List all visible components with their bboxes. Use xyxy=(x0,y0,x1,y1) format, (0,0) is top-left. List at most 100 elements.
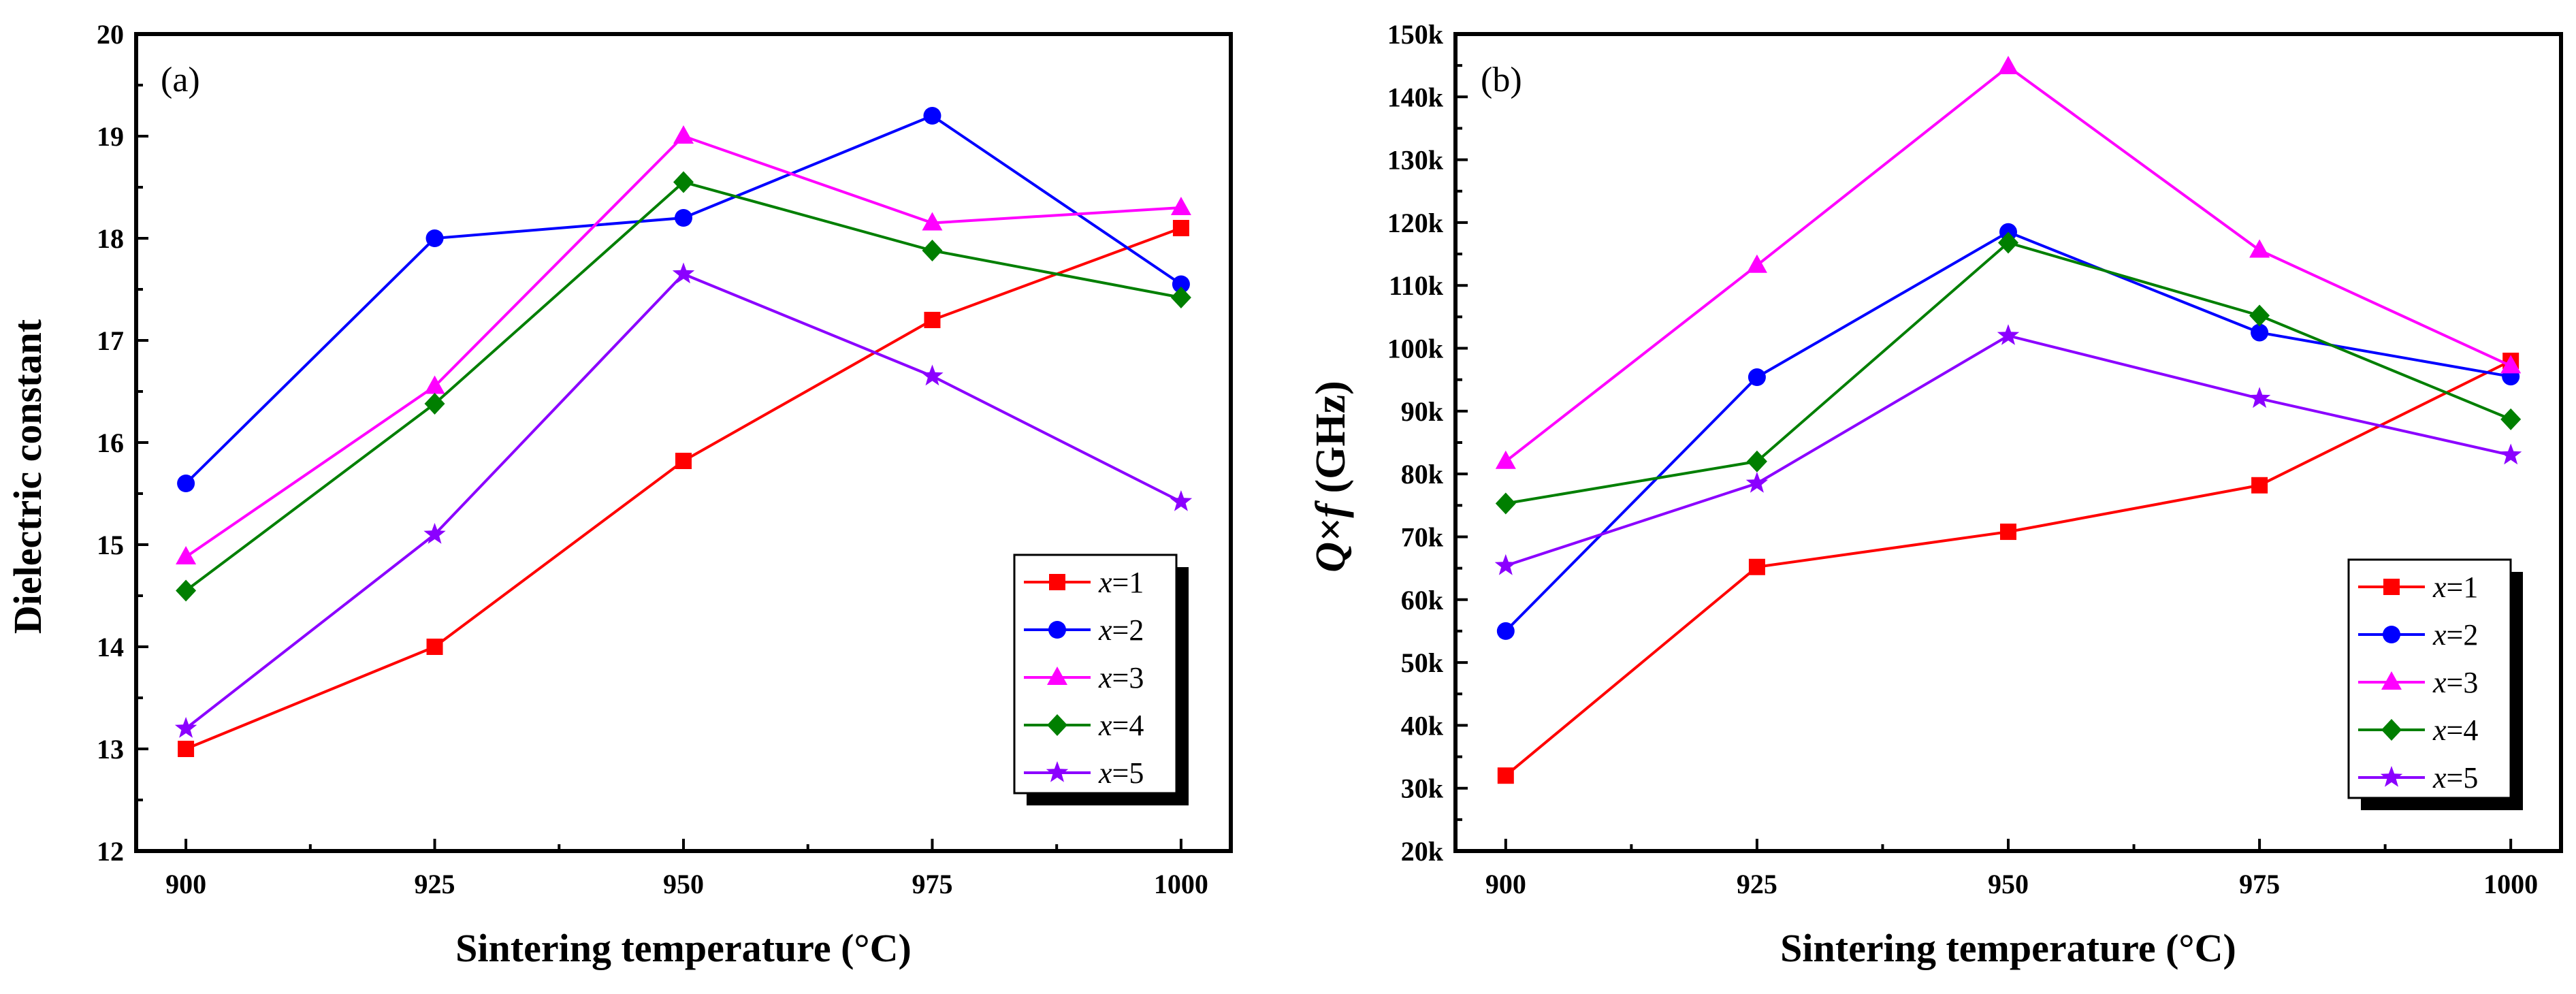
data-point xyxy=(1998,56,2018,74)
legend-var: x xyxy=(1098,613,1112,647)
y-tick-label: 13 xyxy=(97,734,124,765)
legend-var: x xyxy=(2432,714,2447,747)
y-axis-label: Q×f (GHz) xyxy=(1308,381,1354,573)
x-tick-label: 1000 xyxy=(1154,869,1208,899)
y-tick-label: 100k xyxy=(1387,334,1444,364)
data-point xyxy=(2500,355,2522,374)
data-point xyxy=(2000,524,2016,541)
series-line xyxy=(184,180,1182,592)
data-point xyxy=(425,229,444,247)
legend-marker xyxy=(2380,766,2403,787)
y-tick-label: 40k xyxy=(1401,710,1444,741)
data-point xyxy=(1745,472,1769,493)
y-tick-label: 70k xyxy=(1401,522,1444,552)
data-point xyxy=(2249,239,2270,258)
legend-label: x=2 xyxy=(2432,618,2478,652)
legend-var: x xyxy=(2432,761,2447,795)
legend-eq: =2 xyxy=(1112,613,1144,647)
legend-var: x xyxy=(1098,756,1112,790)
data-point xyxy=(672,262,695,284)
legend-var: x xyxy=(1098,566,1112,599)
data-point xyxy=(2251,477,2268,494)
data-point xyxy=(1997,324,2020,345)
data-point xyxy=(2249,304,2270,327)
series-line xyxy=(184,114,1182,485)
legend-eq: =1 xyxy=(2447,571,2479,604)
legend: x=1x=2x=3x=4x=5 xyxy=(1013,554,1189,805)
data-point xyxy=(1170,197,1191,215)
chart-panel-1: 12 13 14 15 16 17 18 19 20 900 925 950 975 1000 Sinter… xyxy=(5,19,1233,970)
y-tick-label: 50k xyxy=(1401,647,1444,678)
legend-marker xyxy=(2381,719,2402,741)
data-point xyxy=(922,240,943,261)
y-axis-label: Dielectric constant xyxy=(5,319,50,634)
legend-eq: =4 xyxy=(1112,709,1144,742)
legend-marker xyxy=(1048,621,1066,639)
legend-eq: =3 xyxy=(2447,666,2479,699)
data-point xyxy=(1746,450,1767,472)
data-point xyxy=(426,639,443,655)
data-point xyxy=(922,212,943,231)
legend: x=1x=2x=3x=4x=5 xyxy=(2347,558,2523,810)
y-tick-label: 90k xyxy=(1401,396,1444,427)
y-tick-label: 110k xyxy=(1389,270,1444,301)
series-x=3 xyxy=(176,125,1191,564)
y-tick-label: 14 xyxy=(97,632,124,662)
y-tick-label: 15 xyxy=(97,530,124,560)
chart-panel-2: 20k 30k 40k 50k 60k 70k 80k 90k 100k 110k 120k 130k… xyxy=(1308,19,2563,970)
series-x=3 xyxy=(1495,56,2522,469)
y-tick-label: 140k xyxy=(1387,82,1444,112)
x-tick-label: 1000 xyxy=(2483,869,2538,899)
panel-label: (a) xyxy=(161,61,200,99)
data-point xyxy=(1748,558,1765,575)
legend-eq: =4 xyxy=(2447,714,2479,747)
data-point xyxy=(423,523,446,544)
y-tick-label: 60k xyxy=(1401,585,1444,615)
data-point xyxy=(2500,408,2522,430)
data-point xyxy=(174,717,197,738)
legend-var: x xyxy=(2432,618,2447,652)
data-point xyxy=(923,107,941,125)
legend-marker xyxy=(1047,714,1067,736)
x-tick-label: 925 xyxy=(1737,869,1777,899)
data-point xyxy=(1998,231,2018,254)
legend-label: x=1 xyxy=(2432,571,2478,604)
y-tick-label: 19 xyxy=(97,121,124,152)
data-point xyxy=(176,579,197,602)
data-point xyxy=(424,393,445,415)
x-tick-label: 950 xyxy=(663,869,704,899)
y-tick-label: 18 xyxy=(97,223,124,254)
legend-label: x=4 xyxy=(2432,714,2478,747)
series-x=4 xyxy=(176,171,1191,602)
data-point xyxy=(924,312,941,328)
data-point xyxy=(424,375,445,394)
legend-marker xyxy=(2383,579,2400,595)
data-point xyxy=(2251,323,2269,342)
legend-label: x=2 xyxy=(1098,613,1144,647)
series-x=5 xyxy=(174,262,1193,738)
data-point xyxy=(1496,622,1515,640)
data-point xyxy=(1170,490,1193,511)
legend-var: x xyxy=(1098,661,1112,694)
data-point xyxy=(1170,287,1191,308)
x-tick-label: 925 xyxy=(415,869,455,899)
y-tick-label: 12 xyxy=(97,836,124,867)
legend-var: x xyxy=(1098,709,1112,742)
x-tick-label: 950 xyxy=(1988,869,2029,899)
y-tick-label: 80k xyxy=(1401,459,1444,490)
x-tick-label: 900 xyxy=(1485,869,1526,899)
legend-eq: =1 xyxy=(1112,566,1144,599)
series-x=4 xyxy=(1495,231,2522,515)
y-tick-label: 20 xyxy=(97,19,124,50)
series-line xyxy=(184,134,1182,558)
legend-eq: =5 xyxy=(2447,761,2479,795)
y-tick-label: 130k xyxy=(1387,145,1444,176)
series-x=2 xyxy=(177,107,1190,492)
legend-label: x=3 xyxy=(1098,661,1144,694)
data-point xyxy=(2248,387,2271,408)
data-point xyxy=(1495,450,1516,469)
series-x=1 xyxy=(178,220,1189,757)
data-point xyxy=(1497,767,1514,784)
legend-marker xyxy=(2383,626,2400,643)
legend-marker xyxy=(1047,667,1067,685)
